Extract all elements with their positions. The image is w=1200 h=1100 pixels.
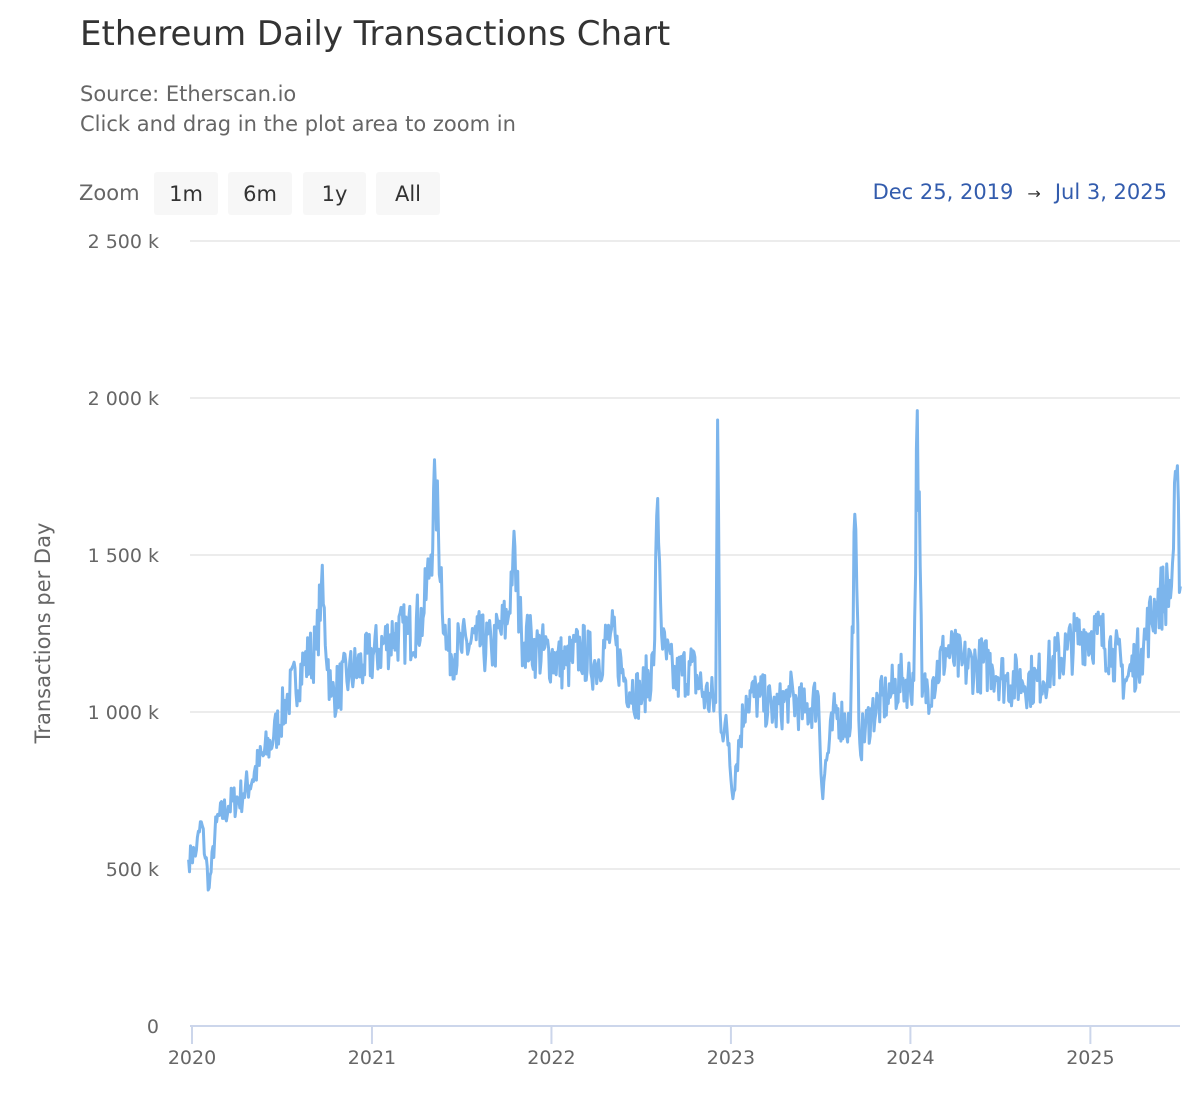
y-tick-label: 1 500 k bbox=[88, 545, 159, 567]
zoom-all-button[interactable]: All bbox=[376, 172, 440, 215]
range-from-input[interactable]: Dec 25, 2019 bbox=[872, 180, 1014, 204]
zoom-hint: Click and drag in the plot area to zoom … bbox=[80, 112, 516, 136]
y-tick-label: 0 bbox=[147, 1016, 159, 1038]
chart-title: Ethereum Daily Transactions Chart bbox=[80, 14, 671, 54]
date-range: Dec 25, 2019 → Jul 3, 2025 bbox=[873, 180, 1167, 204]
y-tick-label: 2 000 k bbox=[88, 388, 159, 410]
x-tick-label: 2024 bbox=[886, 1047, 934, 1069]
y-tick-label: 1 000 k bbox=[88, 702, 159, 724]
zoom-6m-button[interactable]: 6m bbox=[228, 172, 292, 215]
zoom-1y-button[interactable]: 1y bbox=[303, 172, 366, 215]
y-tick-label: 500 k bbox=[106, 859, 159, 881]
x-tick-label: 2020 bbox=[168, 1047, 216, 1069]
range-to-input[interactable]: Jul 3, 2025 bbox=[1054, 180, 1167, 204]
zoom-1m-button[interactable]: 1m bbox=[154, 172, 218, 215]
x-tick-label: 2021 bbox=[348, 1047, 396, 1069]
y-tick-label: 2 500 k bbox=[88, 231, 159, 253]
series-line-transactions bbox=[187, 409, 1182, 892]
x-tick-label: 2023 bbox=[707, 1047, 755, 1069]
y-axis-title: Transactions per Day bbox=[31, 523, 55, 745]
zoom-label: Zoom bbox=[79, 181, 140, 205]
range-arrow-icon: → bbox=[1027, 184, 1041, 203]
x-tick-label: 2022 bbox=[527, 1047, 575, 1069]
x-tick-label: 2025 bbox=[1066, 1047, 1114, 1069]
chart-subtitle: Source: Etherscan.io bbox=[80, 82, 297, 106]
